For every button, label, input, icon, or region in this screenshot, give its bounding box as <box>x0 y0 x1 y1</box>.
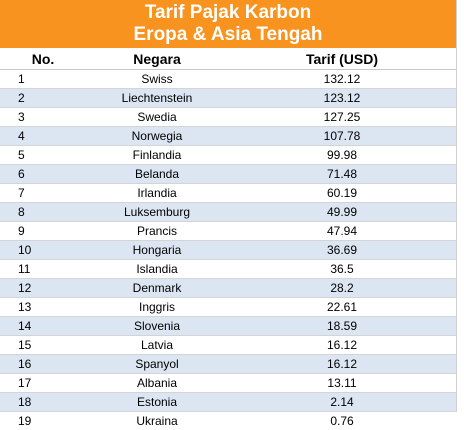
row-rate: 13.11 <box>228 374 456 393</box>
row-no: 6 <box>0 165 86 184</box>
row-no: 10 <box>0 241 86 260</box>
row-no: 18 <box>0 393 86 412</box>
row-country: Prancis <box>86 222 228 241</box>
row-rate: 47.94 <box>228 222 456 241</box>
document: Tarif Pajak Karbon Eropa & Asia Tengah N… <box>0 0 464 412</box>
row-country: Spanyol <box>86 355 228 374</box>
row-country: Swiss <box>86 70 228 89</box>
title-banner: Tarif Pajak Karbon Eropa & Asia Tengah <box>0 0 456 48</box>
row-country: Norwegia <box>86 127 228 146</box>
row-rate: 132.12 <box>228 70 456 89</box>
row-rate: 36.69 <box>228 241 456 260</box>
row-no: 15 <box>0 336 86 355</box>
row-country: Irlandia <box>86 184 228 203</box>
header-no: No. <box>0 50 86 70</box>
row-no: 1 <box>0 70 86 89</box>
row-rate: 18.59 <box>228 317 456 336</box>
row-country: Belanda <box>86 165 228 184</box>
row-no: 17 <box>0 374 86 393</box>
row-rate: 123.12 <box>228 89 456 108</box>
row-rate: 28.2 <box>228 279 456 298</box>
row-rate: 60.19 <box>228 184 456 203</box>
row-country: Hongaria <box>86 241 228 260</box>
row-rate: 36.5 <box>228 260 456 279</box>
row-rate: 16.12 <box>228 355 456 374</box>
row-country: Swedia <box>86 108 228 127</box>
title-line-2: Eropa & Asia Tengah <box>0 24 456 46</box>
row-country: Luksemburg <box>86 203 228 222</box>
row-country: Islandia <box>86 260 228 279</box>
header-country: Negara <box>86 50 228 70</box>
row-country: Finlandia <box>86 146 228 165</box>
row-rate: 127.25 <box>228 108 456 127</box>
row-rate: 16.12 <box>228 336 456 355</box>
row-no: 7 <box>0 184 86 203</box>
row-no: 14 <box>0 317 86 336</box>
row-rate: 22.61 <box>228 298 456 317</box>
row-country: Slovenia <box>86 317 228 336</box>
row-rate: 107.78 <box>228 127 456 146</box>
row-no: 12 <box>0 279 86 298</box>
row-rate: 71.48 <box>228 165 456 184</box>
row-no: 8 <box>0 203 86 222</box>
right-border <box>456 0 457 412</box>
row-no: 9 <box>0 222 86 241</box>
row-country: Estonia <box>86 393 228 412</box>
header-rate: Tarif (USD) <box>228 50 456 70</box>
row-rate: 49.99 <box>228 203 456 222</box>
table-header-row: No. Negara Tarif (USD) <box>0 50 456 70</box>
title-line-1: Tarif Pajak Karbon <box>0 2 456 24</box>
row-no: 4 <box>0 127 86 146</box>
row-no: 16 <box>0 355 86 374</box>
row-no: 11 <box>0 260 86 279</box>
row-country: Denmark <box>86 279 228 298</box>
row-country: Latvia <box>86 336 228 355</box>
row-no: 2 <box>0 89 86 108</box>
row-rate: 0.76 <box>228 412 456 430</box>
row-country: Ukraina <box>86 412 228 430</box>
row-country: Albania <box>86 374 228 393</box>
row-country: Inggris <box>86 298 228 317</box>
row-no: 13 <box>0 298 86 317</box>
row-no: 19 <box>0 412 86 430</box>
row-rate: 99.98 <box>228 146 456 165</box>
row-no: 3 <box>0 108 86 127</box>
row-rate: 2.14 <box>228 393 456 412</box>
row-country: Liechtenstein <box>86 89 228 108</box>
row-no: 5 <box>0 146 86 165</box>
